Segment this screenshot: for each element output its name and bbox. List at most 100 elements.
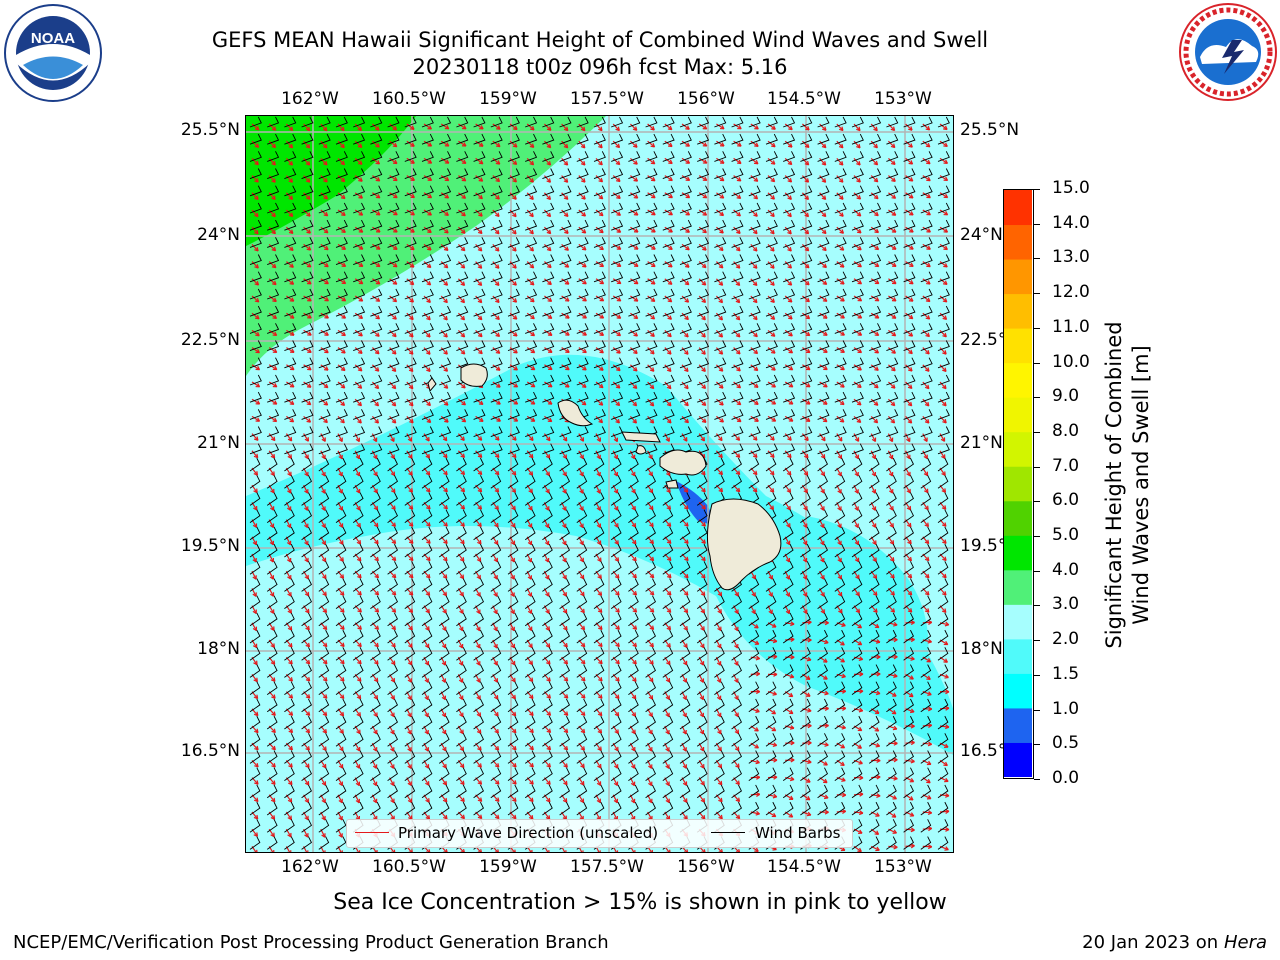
wind-barb [267,219,280,231]
primary-wave-arrow [681,209,690,216]
primary-wave-arrowhead [597,591,603,597]
primary-wave-arrow [526,209,534,218]
primary-wave-arrow [543,157,551,166]
wind-barb [370,698,381,713]
wind-barb [438,784,450,799]
primary-wave-arrowhead [494,470,500,476]
wind-barb [731,784,743,799]
primary-wave-arrowhead [374,539,379,545]
wind-barb [903,612,915,627]
wind-barb [868,647,880,661]
primary-wave-arrowhead [305,161,311,166]
lat-label-left: 24°N [197,225,240,245]
wind-barb [679,561,691,575]
wind-barb [869,219,882,231]
wind-barb [335,543,347,558]
primary-wave-arrowhead [321,454,326,460]
primary-wave-arrowhead [633,262,639,267]
primary-wave-arrow [750,364,759,371]
primary-wave-arrow [320,192,328,200]
primary-wave-arrowhead [837,523,842,529]
wind-barb [525,426,538,438]
wind-barb [868,733,880,747]
primary-wave-arrow [819,140,827,149]
primary-wave-arrow [939,347,947,355]
primary-wave-arrowhead [458,643,464,649]
primary-wave-arrowhead [340,418,345,424]
primary-wave-arrowhead [477,281,483,287]
primary-wave-arrow [544,381,553,388]
primary-wave-arrow [372,175,381,182]
primary-wave-arrowhead [288,763,293,768]
primary-wave-arrowhead [856,212,862,217]
primary-wave-arrowhead [700,608,706,614]
primary-wave-arrowhead [854,437,860,442]
wind-barb [628,543,639,558]
wind-barb [576,237,589,248]
primary-wave-arrowhead [891,211,897,216]
primary-wave-arrow [492,312,500,320]
primary-wave-arrow [526,433,534,441]
wind-barb [507,715,519,730]
wind-barb [387,391,400,403]
primary-wave-arrow [457,347,466,355]
primary-wave-arrowhead [770,160,776,165]
wind-barb [868,595,880,609]
wind-barb [387,168,400,180]
primary-wave-arrow [406,398,414,407]
primary-wave-arrowhead [304,557,309,563]
primary-wave-arrowhead [649,608,655,613]
primary-wave-arrow [285,450,292,459]
wind-barb [421,116,434,128]
primary-wave-arrow [612,364,621,372]
primary-wave-arrowhead [735,298,741,304]
primary-wave-arrowhead [700,643,705,649]
wind-barb [920,340,933,352]
primary-wave-arrow [698,140,708,147]
primary-wave-arrowhead [718,453,723,459]
primary-wave-arrow [836,226,844,234]
primary-wave-arrow [922,415,930,424]
primary-wave-arrowhead [822,280,828,285]
primary-wave-arrow [750,415,759,422]
primary-wave-arrow [905,243,914,250]
wind-barb [421,647,433,661]
primary-wave-arrowhead [357,160,363,165]
primary-wave-arrowhead [838,608,843,614]
wind-barb [249,288,262,300]
primary-wave-arrow [320,415,328,424]
primary-wave-arrow [285,123,294,131]
wind-barb [611,288,624,300]
primary-wave-arrow [630,329,638,337]
primary-wave-arrowhead [632,401,638,407]
wind-barb [679,784,691,799]
primary-wave-arrow [337,450,343,460]
wind-barb [903,681,915,695]
primary-wave-arrowhead [908,796,914,801]
primary-wave-arrowhead [701,418,707,423]
primary-wave-arrowhead [841,724,846,730]
wind-barb [782,715,794,730]
primary-wave-arrow [561,433,568,442]
wind-barb [335,475,347,489]
wind-barb [387,133,400,145]
primary-wave-arrowhead [773,774,778,780]
primary-wave-arrow [629,140,638,148]
primary-wave-arrowhead [441,695,447,701]
primary-wave-arrowhead [288,745,293,751]
wind-barb [851,305,864,317]
primary-wave-arrow [888,209,897,216]
wind-barb [301,374,314,386]
wind-barb [783,254,796,266]
primary-wave-arrowhead [444,176,450,182]
primary-wave-arrowhead [340,659,345,665]
wind-barb [748,409,761,420]
wind-barb [697,391,710,403]
primary-wave-arrowhead [545,643,551,648]
wind-barb [542,509,553,523]
wind-barb [800,426,813,438]
wind-barb [267,237,280,248]
primary-wave-arrowhead [649,367,655,372]
primary-wave-arrowhead [631,712,637,717]
primary-wave-arrowhead [479,125,484,130]
